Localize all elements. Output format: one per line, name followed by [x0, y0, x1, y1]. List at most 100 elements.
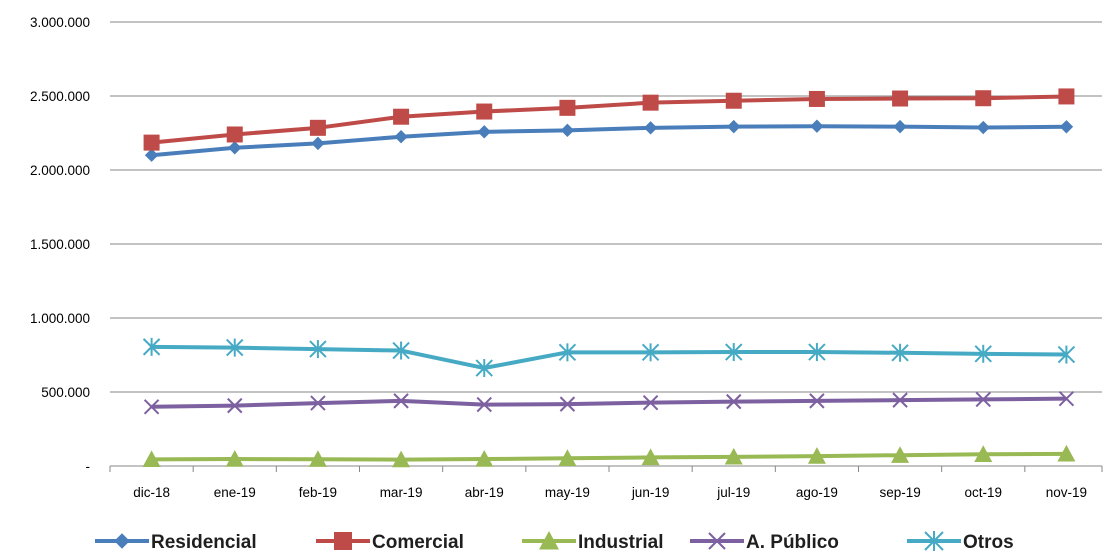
data-point — [558, 449, 577, 466]
x-axis-tick-labels: dic-18 ene-19 feb-19 mar-19 abr-19 may-19 jun-… — [133, 485, 1087, 500]
x-tick-label: dic-18 — [133, 485, 170, 500]
data-point — [114, 533, 130, 549]
data-point — [974, 445, 993, 462]
legend-item-industrial: Industrial — [522, 531, 664, 553]
gridlines — [110, 21, 1102, 393]
data-point — [143, 134, 160, 151]
legend-item-a-p-blico: A. Público — [690, 532, 839, 553]
data-point — [643, 121, 658, 135]
data-point — [727, 119, 741, 134]
legend-label: Comercial — [372, 532, 464, 553]
legend-item-comercial: Comercial — [316, 532, 464, 553]
data-point — [309, 119, 326, 136]
series-otros — [142, 337, 1076, 378]
data-point — [725, 343, 743, 362]
series-comercial — [143, 88, 1075, 151]
data-point — [974, 344, 992, 363]
data-point — [475, 450, 494, 467]
data-point — [393, 393, 409, 409]
series-line — [151, 344, 1067, 371]
data-point — [1058, 390, 1075, 407]
data-point — [1059, 120, 1074, 134]
data-point — [892, 392, 908, 408]
data-point — [642, 394, 659, 411]
x-tick-label: oct-19 — [964, 485, 1002, 500]
data-point — [225, 450, 244, 467]
data-point — [143, 399, 160, 415]
y-tick-label: - — [86, 459, 91, 474]
series-line — [151, 396, 1067, 409]
data-point — [642, 94, 659, 111]
data-point — [975, 90, 992, 107]
data-point — [892, 90, 909, 107]
x-tick-label: may-19 — [545, 485, 590, 500]
data-point — [891, 343, 909, 362]
y-axis-tick-labels: - 500.000 1.000.000 1.500.000 2.000.000 2.500… — [30, 15, 90, 474]
data-point — [560, 123, 575, 138]
data-point — [641, 448, 660, 466]
data-point — [311, 136, 325, 151]
data-point — [708, 532, 726, 550]
x-tick-label: mar-19 — [380, 485, 423, 500]
data-point — [807, 447, 826, 464]
data-point — [226, 338, 244, 357]
legend-item-otros: Otros — [907, 531, 1014, 553]
data-point — [808, 343, 826, 362]
legend: Residencial Comercial Industrial A. Público… — [95, 531, 1014, 553]
y-tick-label: 2.000.000 — [30, 163, 90, 178]
data-point — [808, 90, 825, 107]
data-point — [1057, 345, 1076, 364]
legend-label: Otros — [963, 532, 1014, 553]
x-tick-label: feb-19 — [299, 485, 337, 500]
data-point — [559, 99, 576, 116]
y-tick-label: 1.000.000 — [30, 311, 90, 326]
data-point — [227, 397, 243, 414]
data-point — [334, 532, 352, 550]
data-point — [810, 119, 824, 133]
data-point — [142, 450, 161, 467]
legend-label: A. Público — [746, 532, 839, 553]
data-point — [393, 108, 410, 125]
series-line — [151, 124, 1067, 158]
data-point — [725, 92, 742, 109]
y-tick-label: 500.000 — [41, 385, 90, 400]
data-point — [975, 391, 991, 408]
data-point — [308, 450, 327, 467]
x-tick-label: abr-19 — [465, 485, 504, 500]
data-point — [476, 396, 492, 413]
y-tick-label: 3.000.000 — [30, 15, 90, 30]
legend-label: Industrial — [578, 532, 664, 553]
series-line — [151, 451, 1067, 462]
data-point — [144, 148, 159, 162]
data-point — [924, 531, 944, 551]
data-point — [476, 103, 493, 120]
x-tick-label: ago-19 — [796, 485, 838, 500]
data-point — [641, 343, 660, 362]
x-axis — [109, 465, 1103, 472]
legend-item-residencial: Residencial — [95, 532, 257, 553]
data-point — [226, 126, 243, 143]
data-point — [392, 450, 411, 468]
data-point — [475, 359, 493, 378]
x-tick-label: jun-19 — [631, 485, 670, 500]
data-point — [309, 340, 327, 359]
data-point — [394, 129, 408, 144]
legend-label: Residencial — [151, 532, 257, 553]
data-point — [726, 393, 742, 410]
data-point — [477, 125, 491, 139]
series-a-p-blico — [143, 390, 1075, 415]
data-point — [558, 343, 577, 362]
data-point — [1058, 88, 1075, 105]
plot-area — [142, 88, 1076, 468]
data-point — [809, 393, 825, 409]
data-point — [392, 341, 410, 360]
x-tick-label: ene-19 — [214, 485, 256, 500]
series-industrial — [142, 444, 1076, 468]
x-tick-label: sep-19 — [879, 485, 920, 500]
data-point — [559, 396, 576, 412]
data-point — [539, 531, 559, 550]
data-point — [893, 119, 907, 134]
x-tick-label: jul-19 — [716, 485, 750, 500]
data-point — [891, 446, 910, 463]
